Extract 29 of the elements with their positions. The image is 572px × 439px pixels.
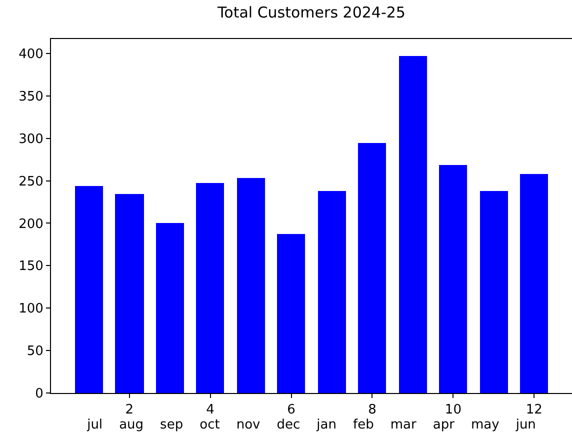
y-tick-label: 200: [18, 216, 44, 232]
y-tick-label: 350: [18, 89, 44, 104]
bar: [75, 186, 103, 393]
bar: [237, 178, 265, 393]
bar: [399, 56, 427, 393]
bar: [480, 191, 508, 393]
x-tick-label: 2: [125, 402, 134, 418]
x-tick-label: 10: [444, 402, 462, 418]
y-tick-label: 150: [18, 259, 44, 274]
y-tick-label: 400: [18, 46, 44, 62]
x-tick-label: 8: [368, 402, 376, 418]
chart-title: Total Customers 2024-25: [216, 3, 406, 22]
y-tick-label: 250: [18, 174, 44, 190]
y-tick-label: 0: [35, 386, 44, 402]
bar: [156, 223, 184, 393]
y-tick-label: 100: [18, 302, 44, 317]
bar: [196, 183, 224, 393]
bar: [358, 143, 386, 393]
bar: [439, 165, 467, 393]
bar: [115, 194, 144, 393]
x-axis-title: jul aug sep oct nov dec jan feb mar apr may jun: [86, 418, 536, 433]
bar: [318, 191, 346, 393]
bar: [520, 174, 548, 393]
x-tick-label: 4: [206, 402, 214, 418]
y-tick-label: 50: [26, 344, 44, 360]
bar: [277, 234, 305, 393]
y-tick-label: 300: [18, 132, 44, 147]
x-tick-label: 12: [526, 402, 542, 418]
x-tick-label: 6: [287, 402, 296, 418]
